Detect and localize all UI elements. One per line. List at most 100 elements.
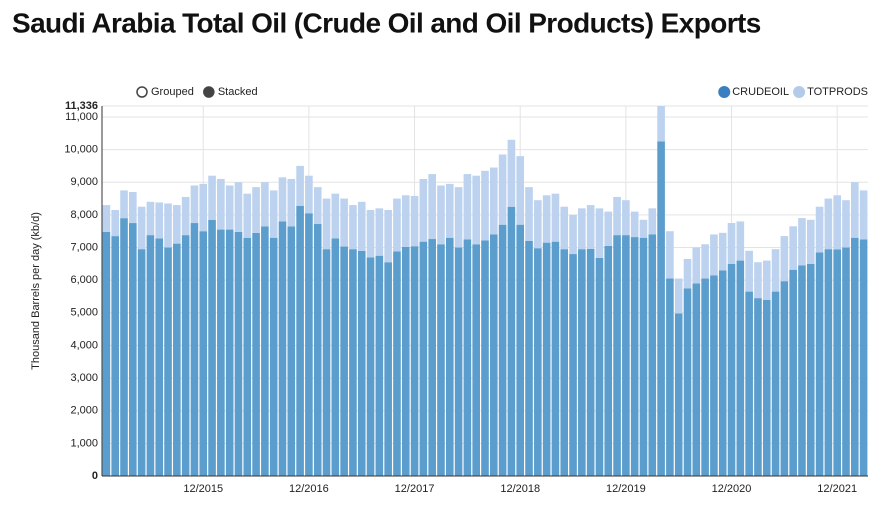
bar-segment — [340, 246, 348, 476]
bar-segment — [586, 248, 595, 476]
x-tick-label: 12/2015 — [183, 483, 223, 495]
y-tick-label: 7,000 — [70, 241, 98, 253]
bar-segment — [120, 190, 128, 219]
bar-segment — [842, 247, 850, 476]
bar-segment — [322, 249, 331, 476]
bar-segment — [234, 182, 243, 232]
bar-segment — [771, 249, 780, 292]
y-tick-label: 5,000 — [70, 307, 98, 319]
bar-segment — [569, 254, 577, 476]
bar-segment — [217, 229, 225, 476]
legend-marker[interactable] — [793, 86, 806, 98]
bar-segment — [859, 190, 868, 240]
bar-segment — [516, 224, 525, 476]
bar-segment — [815, 206, 824, 253]
bar-segment — [630, 211, 639, 238]
bar-segment — [129, 223, 137, 476]
bar-segment — [340, 198, 348, 247]
bar-segment — [639, 237, 648, 476]
bar-segment — [393, 251, 401, 476]
bar-segment — [806, 219, 815, 264]
bar-segment — [507, 139, 516, 207]
mode-radio[interactable] — [203, 86, 215, 98]
x-tick-label: 12/2016 — [289, 483, 329, 495]
bar-segment — [542, 195, 551, 243]
bar-segment — [102, 231, 111, 476]
bar-segment — [648, 234, 657, 476]
bar-segment — [472, 244, 480, 476]
bar-segment — [155, 202, 164, 239]
bar-segment — [410, 246, 419, 476]
y-tick-label: 0 — [92, 470, 98, 482]
bar-segment — [551, 193, 560, 242]
bar-segment — [657, 141, 665, 477]
mode-radio[interactable] — [136, 86, 148, 98]
bar-segment — [190, 223, 199, 476]
y-tick-label: 4,000 — [70, 339, 98, 351]
bar-segment — [454, 187, 463, 248]
chart-title: Saudi Arabia Total Oil (Crude Oil and Oi… — [12, 7, 761, 38]
legend-label[interactable]: CRUDEOIL — [732, 86, 789, 98]
bar-segment — [287, 178, 296, 227]
bar-segment — [481, 170, 489, 241]
bar-segment — [472, 175, 480, 245]
bar-segment — [534, 200, 542, 249]
bar-segment — [824, 198, 833, 250]
bar-segment — [578, 208, 586, 250]
bar-segment — [445, 183, 454, 238]
bar-segment — [261, 226, 269, 476]
bar-segment — [622, 235, 630, 476]
bar-segment — [173, 205, 181, 244]
bar-segment — [806, 263, 815, 476]
bar-segment — [850, 237, 859, 476]
bar-segment — [375, 208, 384, 256]
bar-segment — [243, 237, 252, 476]
bar-segment — [419, 241, 428, 476]
legend-marker[interactable] — [718, 86, 731, 98]
bar-segment — [463, 174, 472, 240]
legend-label[interactable]: TOTPRODS — [807, 86, 868, 98]
bar-segment — [331, 238, 340, 476]
bar-segment — [683, 258, 692, 289]
bar-segment — [516, 156, 525, 225]
bar-segment — [278, 177, 287, 222]
bar-segment — [120, 218, 128, 476]
bar-segment — [710, 275, 718, 476]
bar-segment — [305, 213, 313, 477]
bar-segment — [481, 240, 489, 476]
bar-segment — [551, 241, 560, 476]
bar-segment — [701, 244, 709, 279]
bar-segment — [525, 187, 533, 241]
bar-segment — [525, 240, 533, 476]
bar-segment — [137, 249, 146, 476]
bar-segment — [498, 224, 507, 476]
bar-segment — [208, 219, 216, 476]
bar-segment — [164, 203, 172, 248]
bar-segment — [701, 278, 709, 476]
bar-segment — [833, 195, 841, 250]
bar-segment — [771, 291, 780, 476]
bar-segment — [604, 245, 613, 476]
bar-segment — [745, 291, 753, 476]
bar-segment — [296, 205, 304, 476]
bar-segment — [137, 206, 146, 250]
bar-segment — [410, 195, 419, 247]
bar-segment — [428, 239, 436, 476]
bar-segment — [718, 232, 727, 271]
bar-segment — [490, 234, 498, 476]
bar-segment — [648, 208, 657, 235]
bar-segment — [683, 288, 692, 476]
bar-segment — [252, 232, 260, 476]
bar-segment — [111, 236, 120, 476]
bar-segment — [225, 229, 234, 476]
bar-segment — [269, 190, 278, 238]
bar-segment — [278, 221, 287, 476]
bar-segment — [155, 238, 164, 476]
bar-segment — [718, 270, 727, 476]
bar-segment — [437, 185, 445, 245]
x-tick-label: 12/2018 — [500, 483, 540, 495]
mode-label[interactable]: Stacked — [218, 86, 258, 98]
mode-label[interactable]: Grouped — [151, 86, 194, 98]
bar-segment — [674, 313, 683, 476]
